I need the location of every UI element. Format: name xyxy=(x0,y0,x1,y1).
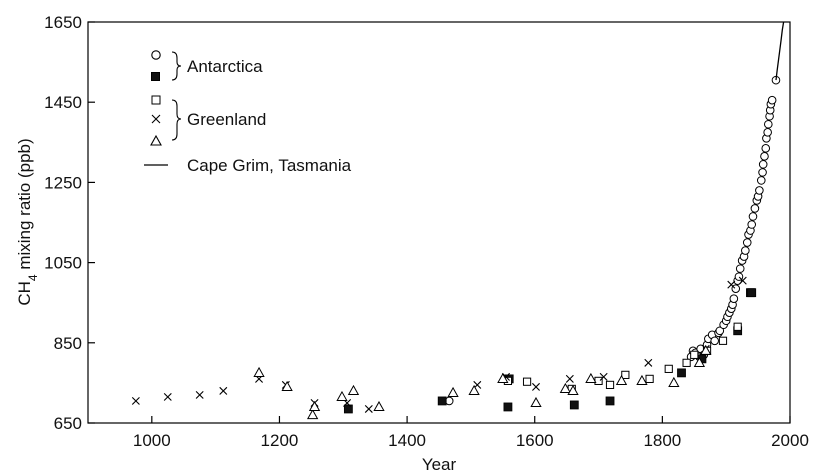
greenland-triangle-point xyxy=(281,380,293,392)
y-axis-title-rest: mixing ratio (ppb) xyxy=(15,138,34,274)
x-tick-label: 2000 xyxy=(771,431,809,450)
y-axis-title-ch: CH xyxy=(15,281,34,306)
legend-label-greenland: Greenland xyxy=(187,110,266,129)
greenland-triangle-point xyxy=(700,344,712,355)
antarctica-circle-point xyxy=(715,326,725,336)
greenland-cross-point xyxy=(565,374,574,383)
greenland-cross-point xyxy=(599,372,608,381)
legend-marker-grn-cross xyxy=(151,114,161,124)
greenland-triangle-point xyxy=(636,374,648,385)
antarctica-circle-point xyxy=(748,212,758,221)
greenland-square-point xyxy=(718,336,728,345)
antarctica-square-point xyxy=(503,402,513,412)
antarctica-circle-point xyxy=(767,95,777,105)
antarctica-circle-point xyxy=(763,127,772,137)
greenland-cross-point xyxy=(364,404,373,413)
greenland-square-point xyxy=(621,370,630,379)
antarctica-square-point xyxy=(569,400,579,410)
greenland-square-point xyxy=(682,358,691,367)
antarctica-circle-point xyxy=(756,176,766,185)
legend-marker-grn-triangle xyxy=(150,134,162,146)
antarctica-circle-point xyxy=(742,238,752,247)
greenland-square-point xyxy=(645,374,654,383)
antarctica-circle-point xyxy=(760,152,769,161)
cape-grim-line xyxy=(775,21,785,81)
legend-label-antarctica: Antarctica xyxy=(187,57,263,76)
x-tick-label: 1400 xyxy=(388,431,426,450)
greenland-triangle-point xyxy=(693,356,706,367)
greenland-cross-point xyxy=(727,280,736,289)
antarctica-square-point xyxy=(343,404,353,414)
x-tick-label: 1200 xyxy=(261,431,299,450)
x-tick-label: 1800 xyxy=(643,431,681,450)
x-axis-ticks: 1000 1200 1400 1600 1800 2000 xyxy=(133,416,809,450)
y-tick-label: 1050 xyxy=(44,254,82,273)
greenland-triangle-point xyxy=(615,374,628,385)
greenland-triangle-point xyxy=(567,384,579,396)
legend-brace-greenland xyxy=(171,99,182,141)
antarctica-circle-point xyxy=(729,294,739,303)
antarctica-square-point xyxy=(747,288,757,298)
greenland-cross-point xyxy=(219,386,228,395)
antarctica-square-point xyxy=(677,368,686,378)
greenland-square-point xyxy=(664,364,673,373)
greenland-square-point xyxy=(605,380,615,390)
greenland-triangle-point xyxy=(447,386,459,398)
greenland-square-point xyxy=(733,322,742,331)
x-tick-label: 1000 xyxy=(133,431,171,450)
x-tick-label: 1600 xyxy=(516,431,554,450)
plot-area-frame xyxy=(87,21,791,424)
legend-marker-ant-circle xyxy=(151,50,161,60)
greenland-triangle-point xyxy=(308,400,321,412)
y-tick-label: 1250 xyxy=(44,173,82,192)
greenland-square-point xyxy=(690,350,699,359)
greenland-square-point xyxy=(522,377,532,386)
legend-brace-antarctica xyxy=(171,51,182,81)
legend-marker-grn-square xyxy=(151,95,161,105)
antarctica-circle-point xyxy=(758,168,767,177)
antarctica-circle-point xyxy=(758,160,768,169)
greenland-triangle-point xyxy=(668,376,680,387)
antarctica-square-point xyxy=(605,396,615,406)
antarctica-circle-point xyxy=(741,246,750,255)
greenland-cross-point xyxy=(738,276,747,285)
legend: Antarctica Greenland Cape Grim, Tasmania xyxy=(144,50,352,175)
legend-marker-ant-square xyxy=(151,72,160,81)
antarctica-circle-point xyxy=(755,186,764,195)
greenland-cross-point xyxy=(131,396,140,405)
antarctica-circle-point xyxy=(747,220,757,229)
antarctica-circle-point xyxy=(764,119,773,129)
y-tick-label: 1450 xyxy=(44,93,82,112)
greenland-triangle-point xyxy=(347,384,360,396)
greenland-triangle-point xyxy=(559,382,572,394)
y-tick-label: 1650 xyxy=(44,13,82,32)
y-axis-title-sub: 4 xyxy=(26,274,40,281)
greenland-square-point xyxy=(594,376,603,385)
data-points xyxy=(131,21,785,420)
greenland-triangle-point xyxy=(336,390,348,402)
antarctica-square-point xyxy=(437,396,447,406)
legend-label-cape-grim: Cape Grim, Tasmania xyxy=(187,156,352,175)
greenland-cross-point xyxy=(532,382,540,391)
greenland-cross-point xyxy=(644,358,653,367)
antarctica-circle-point xyxy=(750,204,760,213)
antarctica-circle-point xyxy=(735,264,745,273)
greenland-triangle-point xyxy=(530,396,542,408)
y-axis-title: CH4 mixing ratio (ppb) xyxy=(15,138,40,305)
greenland-triangle-point xyxy=(373,400,385,412)
greenland-triangle-point xyxy=(468,384,480,396)
greenland-triangle-point xyxy=(306,408,319,420)
greenland-cross-point xyxy=(163,392,172,401)
y-axis-ticks: 650 850 1050 1250 1450 1650 xyxy=(44,13,95,433)
x-axis-title: Year xyxy=(422,455,457,472)
y-tick-label: 850 xyxy=(54,334,82,353)
greenland-cross-point xyxy=(195,390,204,399)
antarctica-circle-point xyxy=(710,336,719,346)
greenland-triangle-point xyxy=(585,372,597,383)
greenland-triangle-point xyxy=(253,366,265,377)
antarctica-circle-point xyxy=(761,144,771,153)
y-tick-label: 650 xyxy=(54,414,82,433)
greenland-triangle-point xyxy=(497,372,509,383)
